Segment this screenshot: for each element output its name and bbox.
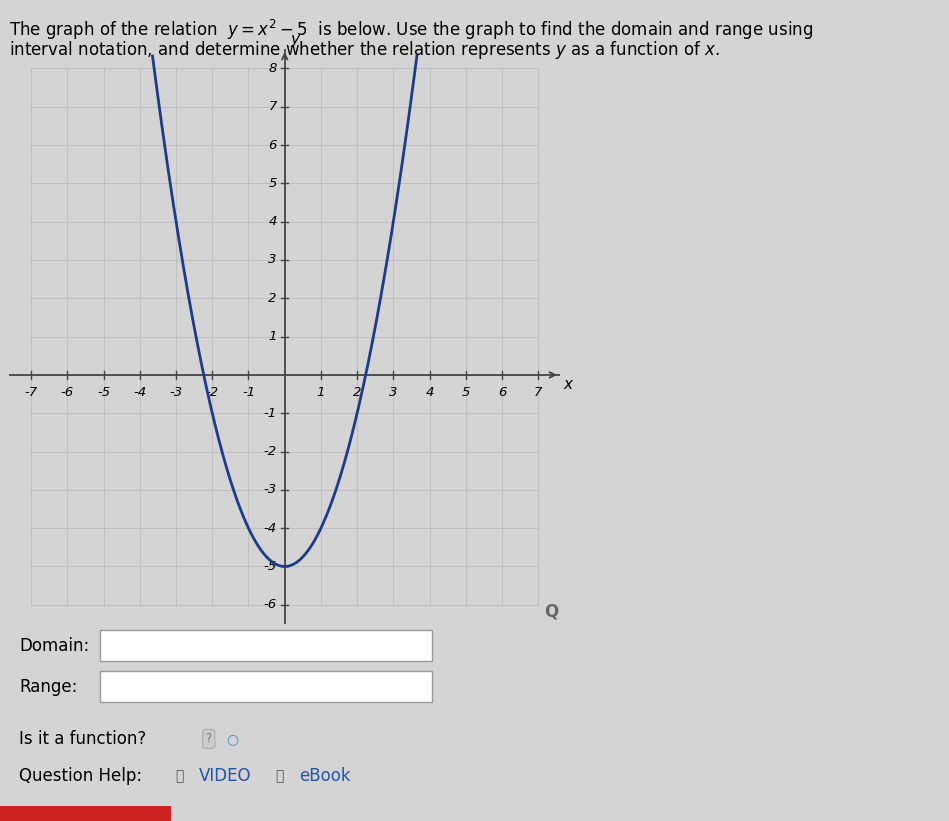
Text: -6: -6 <box>61 386 74 399</box>
Text: -4: -4 <box>264 521 277 534</box>
Text: -3: -3 <box>264 484 277 497</box>
Text: 7: 7 <box>534 386 543 399</box>
Text: -2: -2 <box>264 445 277 458</box>
Text: VIDEO: VIDEO <box>199 767 251 785</box>
Text: 2: 2 <box>353 386 362 399</box>
Text: 8: 8 <box>269 62 277 75</box>
Text: 6: 6 <box>498 386 506 399</box>
Text: 6: 6 <box>269 139 277 152</box>
Text: -1: -1 <box>264 406 277 420</box>
Text: y: y <box>290 32 299 48</box>
Text: 4: 4 <box>269 215 277 228</box>
Text: 5: 5 <box>461 386 470 399</box>
Text: 7: 7 <box>269 100 277 113</box>
Text: 1: 1 <box>269 330 277 343</box>
Text: The graph of the relation  $y = x^2 - 5$  is below. Use the graph to find the do: The graph of the relation $y = x^2 - 5$ … <box>9 18 814 42</box>
Text: -2: -2 <box>206 386 219 399</box>
Text: -7: -7 <box>25 386 38 399</box>
Text: -5: -5 <box>264 560 277 573</box>
Text: eBook: eBook <box>299 767 350 785</box>
Text: -1: -1 <box>242 386 255 399</box>
Text: 🗋: 🗋 <box>176 768 184 783</box>
Text: -5: -5 <box>97 386 110 399</box>
Text: x: x <box>564 377 572 392</box>
Text: ○: ○ <box>227 732 238 746</box>
Text: -3: -3 <box>170 386 182 399</box>
Text: Domain:: Domain: <box>19 637 89 655</box>
Text: Question Help:: Question Help: <box>19 767 142 785</box>
Text: 3: 3 <box>269 254 277 267</box>
Text: 🗋: 🗋 <box>275 768 284 783</box>
Text: Range:: Range: <box>19 678 78 696</box>
Text: 5: 5 <box>269 177 277 190</box>
Text: -4: -4 <box>133 386 146 399</box>
Text: 1: 1 <box>317 386 326 399</box>
Text: 4: 4 <box>425 386 434 399</box>
Text: Is it a function?: Is it a function? <box>19 730 146 748</box>
Text: 3: 3 <box>389 386 398 399</box>
Text: Q: Q <box>544 602 558 620</box>
Text: -6: -6 <box>264 599 277 612</box>
Text: 2: 2 <box>269 291 277 305</box>
Text: interval notation, and determine whether the relation represents $y$ as a functi: interval notation, and determine whether… <box>9 39 720 62</box>
Text: ?: ? <box>206 732 212 745</box>
